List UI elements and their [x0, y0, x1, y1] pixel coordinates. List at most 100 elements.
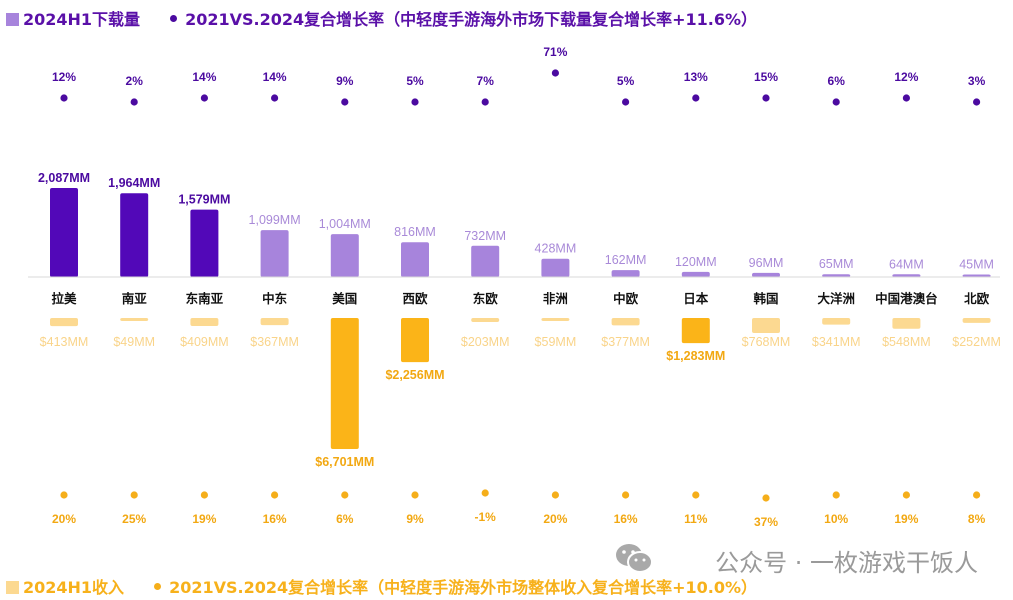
download-growth-label: 5%: [406, 74, 424, 88]
revenue-value-label: $203MM: [461, 335, 510, 349]
revenue-growth-label: 8%: [968, 512, 986, 526]
revenue-growth-dot: [60, 491, 68, 499]
revenue-value-label: $413MM: [40, 335, 89, 349]
category-label: 北欧: [964, 291, 990, 306]
revenue-bar: [962, 318, 991, 323]
legend-bar-label-revenue: 2024H1收入: [23, 578, 125, 597]
download-growth-dot: [200, 94, 208, 102]
download-growth-label: 71%: [543, 45, 567, 59]
download-bar: [611, 270, 640, 277]
revenue-bar: [50, 318, 78, 327]
revenue-growth-dot: [692, 491, 700, 499]
download-bar: [752, 272, 780, 277]
revenue-value-label: $6,701MM: [315, 455, 374, 469]
revenue-bar: [260, 318, 289, 326]
download-value-label: 162MM: [605, 253, 647, 267]
revenue-value-label: $2,256MM: [385, 368, 444, 382]
revenue-growth-label: 10%: [824, 512, 848, 526]
legend-bar-label-downloads: 2024H1下载量: [23, 10, 141, 29]
category-label: 西欧: [402, 291, 428, 306]
category-label: 拉美: [51, 291, 77, 306]
download-growth-dot: [481, 98, 489, 106]
watermark-text: 公众号 · 一枚游戏干饭人: [715, 549, 978, 577]
revenue-growth-dot: [622, 491, 630, 499]
revenue-growth-dot: [271, 491, 279, 499]
revenue-growth-label: 11%: [684, 512, 708, 526]
download-growth-label: 13%: [684, 70, 708, 84]
revenue-bar: [120, 318, 149, 321]
download-growth-dot: [271, 94, 279, 102]
revenue-growth-dot: [481, 489, 489, 497]
download-growth-label: 3%: [968, 74, 986, 88]
category-label: 韩国: [753, 291, 778, 306]
revenue-growth-label: 25%: [122, 512, 146, 526]
download-value-label: 1,099MM: [249, 213, 301, 227]
revenue-growth-dot: [200, 491, 208, 499]
legend-bar-swatch-downloads: [6, 13, 19, 26]
category-labels: 拉美 南亚 东南亚 中东 美国 西欧 东欧 非洲 中欧 日本 韩国 大洋洲 中国港澳台 北欧: [51, 291, 989, 306]
legend-revenue: 2024H1收入 2021VS.2024复合增长率（中轻度手游海外市场整体收入复合…: [6, 574, 757, 598]
legend-dot-label-revenue: 2021VS.2024复合增长率（中轻度手游海外市场整体收入复合增长率+10.0…: [169, 578, 758, 597]
revenue-growth-label: 9%: [406, 512, 424, 526]
download-growth-dot: [60, 94, 68, 102]
category-label: 东欧: [473, 291, 499, 306]
download-bar: [50, 188, 78, 277]
revenue-bar: [541, 318, 570, 321]
download-value-label: 45MM: [959, 258, 994, 272]
category-label: 中国港澳台: [875, 291, 938, 306]
download-growth-dot: [130, 98, 138, 106]
revenue-growth-label: 20%: [543, 512, 567, 526]
download-bar: [120, 193, 149, 277]
revenue-growth-label: 19%: [894, 512, 918, 526]
revenue-growth-dot: [832, 491, 840, 499]
legend-dot-marker-downloads: [170, 15, 178, 22]
download-bar: [260, 230, 289, 277]
revenue-value-label: $49MM: [113, 335, 155, 349]
download-growth-label: 2%: [126, 74, 144, 88]
revenue-growth-label: -1%: [475, 510, 497, 524]
download-value-label: 64MM: [889, 257, 924, 271]
download-growth-dot: [832, 98, 840, 106]
download-value-label: 65MM: [819, 257, 854, 271]
revenue-bar: [471, 318, 500, 322]
revenue-value-label: $252MM: [952, 335, 1001, 349]
category-label: 东南亚: [186, 291, 224, 306]
download-value-label: 428MM: [535, 242, 577, 256]
download-bar: [401, 242, 429, 277]
download-bar: [962, 274, 991, 277]
download-bar: [541, 258, 570, 277]
download-growth-dot: [692, 94, 700, 102]
revenue-value-label: $548MM: [882, 335, 931, 349]
revenue-growth-dot: [762, 494, 770, 502]
legend-downloads: 2024H1下载量 2021VS.2024复合增长率（中轻度手游海外市场下载量复合…: [6, 6, 757, 30]
revenue-bar: [892, 318, 921, 329]
download-growth-dot: [973, 98, 981, 106]
category-label: 中欧: [613, 291, 639, 306]
revenue-bars: $413MM $49MM $409MM $367MM $6,701MM $2,256MM $…: [40, 318, 1001, 469]
legend-dot-label-downloads: 2021VS.2024复合增长率（中轻度手游海外市场下载量复合增长率+11.6%…: [185, 10, 758, 29]
download-value-label: 1,579MM: [178, 193, 230, 207]
download-growth-dot: [411, 98, 419, 106]
legend-bar-swatch-revenue: [6, 581, 19, 594]
download-growth-dot: [341, 98, 349, 106]
revenue-bar: [330, 318, 359, 449]
download-growth-label: 12%: [52, 70, 76, 84]
download-bar: [681, 271, 710, 277]
category-label: 美国: [332, 291, 357, 306]
download-growth-label: 5%: [617, 74, 635, 88]
download-value-label: 96MM: [749, 256, 784, 270]
revenue-growth-label: 6%: [336, 512, 354, 526]
revenue-value-label: $409MM: [180, 335, 229, 349]
revenue-value-label: $59MM: [535, 335, 577, 349]
revenue-growth-dot: [130, 491, 138, 499]
revenue-growth-dot: [411, 491, 419, 499]
download-bar: [330, 234, 359, 277]
revenue-growth-dots: 20% 25% 19% 16% 6% 9% -1% 20% 16% 11% 37% 10% 19% 8%: [52, 489, 986, 529]
download-value-label: 2,087MM: [38, 171, 90, 185]
revenue-bar: [752, 318, 780, 334]
category-label: 中东: [262, 291, 288, 306]
revenue-growth-dot: [902, 491, 911, 499]
download-bar: [190, 209, 219, 277]
download-growth-dot: [762, 94, 770, 102]
